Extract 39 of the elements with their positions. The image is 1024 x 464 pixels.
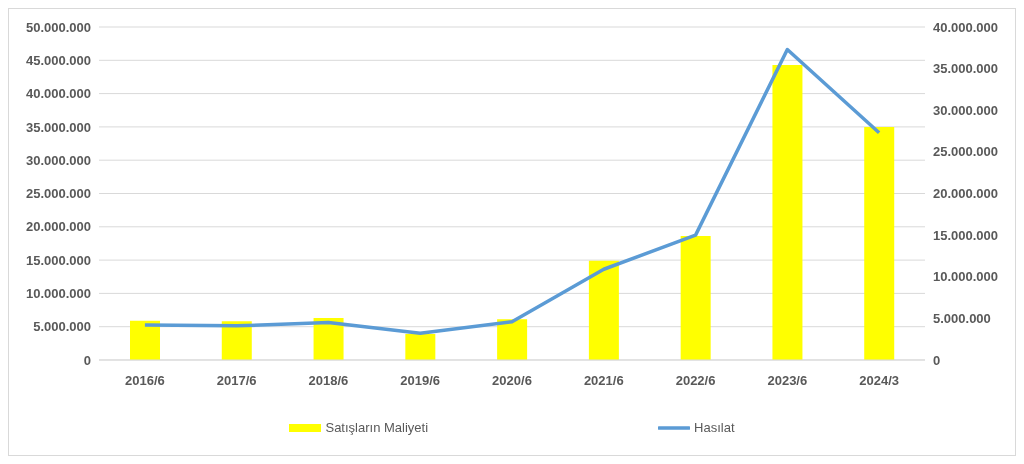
x-tick-label: 2016/6: [125, 373, 165, 389]
bar: [588, 260, 619, 360]
y-tick-label: 20.000.000: [25, 219, 91, 235]
y-tick-label: 5.000.000: [33, 319, 91, 335]
legend-label: Hasılat: [694, 420, 735, 435]
bar: [497, 319, 528, 360]
y2-tick-label: 30.000.000: [933, 102, 999, 118]
y-tick-label: 40.000.000: [25, 86, 91, 102]
x-tick-label: 2017/6: [216, 373, 257, 389]
y2-tick-label: 25.000.000: [933, 144, 999, 160]
y2-tick-label: 5.000.000: [933, 310, 991, 326]
y2-tick-label: 40.000.000: [933, 19, 999, 35]
y-tick-label: 25.000.000: [25, 186, 91, 202]
bar: [680, 236, 711, 360]
y2-tick-label: 15.000.000: [933, 227, 999, 243]
x-tick-label: 2019/6: [400, 373, 441, 389]
y-tick-label: 45.000.000: [25, 52, 91, 68]
bar: [772, 64, 803, 360]
line-series: [143, 47, 881, 336]
x-tick-label: 2023/6: [767, 373, 808, 389]
x-tick-label: 2021/6: [583, 373, 624, 389]
bar: [864, 126, 895, 360]
y-tick-label: 30.000.000: [25, 152, 91, 168]
legend-label: Satışların Maliyeti: [325, 420, 429, 435]
y-tick-label: 0: [83, 352, 91, 368]
bar: [405, 334, 436, 360]
y2-tick-label: 35.000.000: [933, 61, 999, 77]
bar: [130, 320, 160, 360]
x-tick-label: 2022/6: [675, 373, 716, 389]
y-tick-label: 15.000.000: [25, 252, 91, 268]
y2-tick-label: 20.000.000: [933, 186, 999, 202]
x-tick-label: 2020/6: [492, 373, 532, 389]
y-tick-label: 35.000.000: [25, 119, 91, 135]
y2-tick-label: 10.000.000: [933, 269, 999, 285]
x-tick-label: 2024/3: [859, 373, 899, 389]
x-tick-label: 2018/6: [308, 373, 349, 389]
y2-tick-label: 0: [933, 352, 941, 368]
y-tick-label: 10.000.000: [25, 286, 91, 302]
y-tick-label: 50.000.000: [25, 19, 91, 35]
